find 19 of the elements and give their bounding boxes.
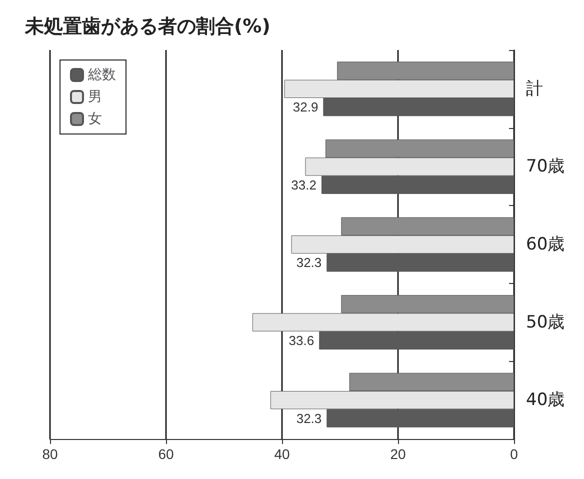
x-tick-label: 0	[510, 446, 518, 462]
y-tick-label: 60歳	[526, 234, 565, 254]
data-label: 33.6	[288, 332, 314, 348]
legend-label: 総数	[87, 67, 116, 83]
x-tick-label: 60	[158, 446, 174, 462]
x-tick-label: 80	[42, 446, 58, 462]
data-label: 32.3	[296, 255, 322, 270]
legend-label: 男	[88, 89, 102, 105]
data-label: 32.3	[296, 410, 322, 426]
data-label: 32.9	[292, 100, 318, 115]
x-tick-label: 20	[390, 446, 406, 462]
y-tick-label: 40歳	[526, 390, 565, 410]
y-tick-label: 計	[526, 78, 543, 99]
x-tick-label: 40	[274, 446, 290, 462]
chart-title: 未処置歯がある者の割合(%)	[24, 16, 270, 38]
data-label: 33.2	[291, 177, 316, 192]
y-tick-label: 70歳	[526, 156, 565, 177]
y-tick-label: 50歳	[526, 312, 565, 332]
legend-label: 女	[88, 111, 102, 127]
